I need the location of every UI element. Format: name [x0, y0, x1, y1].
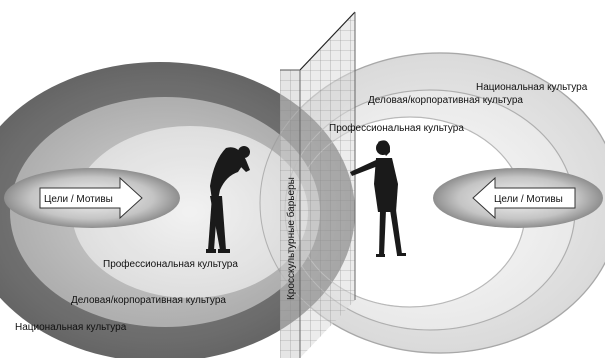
right-national-outline: [259, 52, 605, 354]
left-business-label: Деловая/корпоративная культура: [71, 295, 226, 306]
barrier-panel: [280, 11, 356, 358]
barrier-label: Кросскультурные барьеры: [285, 177, 297, 300]
right-national-label: Национальная культура: [476, 82, 588, 93]
left-professional-label: Профессиональная культура: [103, 258, 238, 270]
left-goals-arrow: Цели / Мотивы: [4, 168, 180, 228]
left-arrow-icon: [472, 176, 576, 220]
woman-figure: [350, 140, 406, 257]
left-goals-label: Цели / Мотивы: [44, 194, 113, 205]
left-national-label: Национальная культура: [15, 322, 127, 333]
right-arrow-icon: [39, 176, 143, 220]
right-professional-label: Профессиональная культура: [329, 122, 464, 134]
right-goals-label: Цели / Мотивы: [494, 194, 563, 205]
right-business-label: Деловая/корпоративная культура: [368, 95, 523, 106]
right-goals-arrow: Цели / Мотивы: [433, 168, 603, 228]
bowing-man-figure: [206, 146, 250, 253]
